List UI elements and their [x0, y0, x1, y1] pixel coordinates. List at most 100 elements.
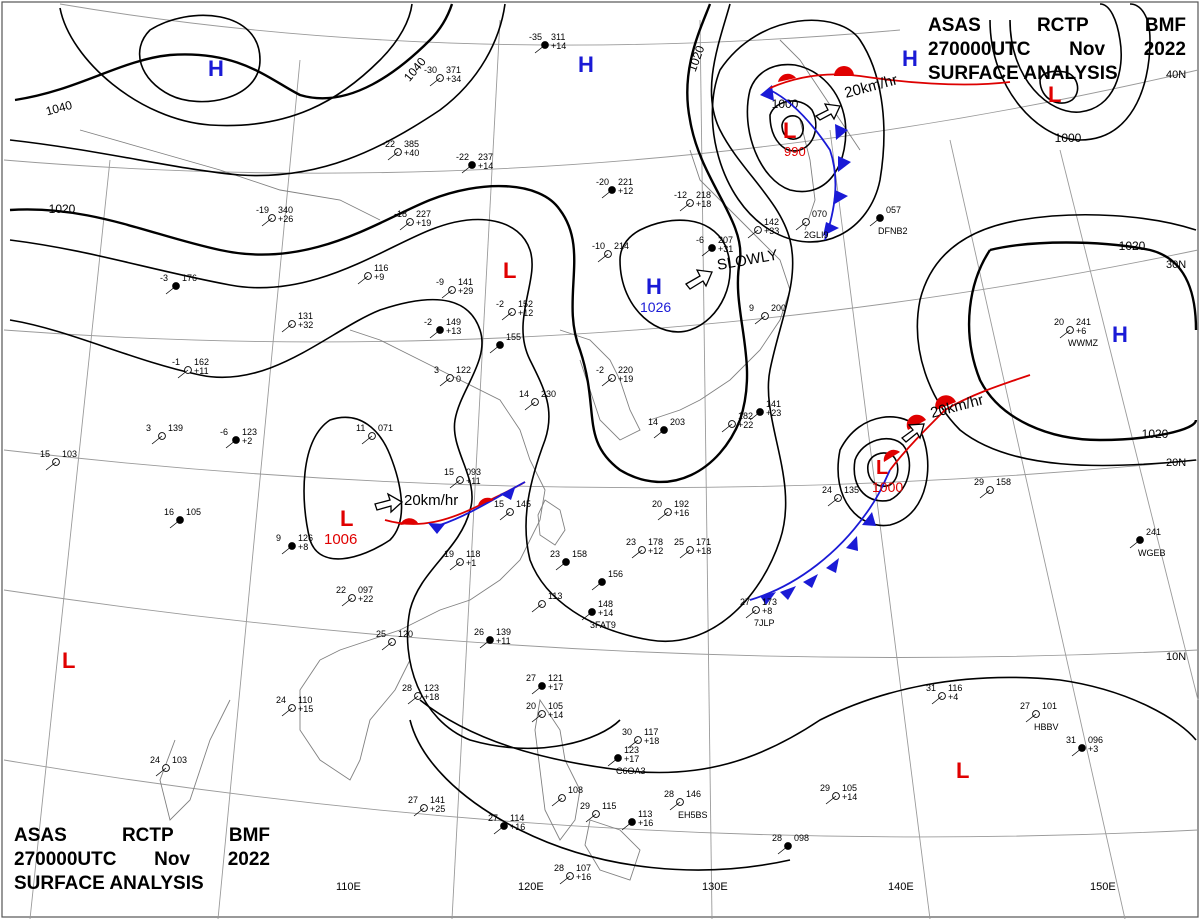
station-pressure: 113 — [638, 809, 652, 819]
station-temperature: -18 — [394, 209, 407, 219]
station-id: 7JLP — [754, 618, 775, 628]
wind-barb — [501, 311, 513, 321]
isobar-west-6 — [9, 298, 621, 750]
station-plot: -1 162+11 — [172, 357, 209, 379]
movement-arrow — [901, 423, 925, 443]
station-pressure: 110 — [298, 695, 312, 705]
warm-front-pacific — [889, 374, 1031, 471]
wind-barb — [531, 603, 543, 613]
station-plot: -12 218+18 — [674, 190, 711, 212]
station-tendency: +22 — [738, 420, 753, 430]
station-temperature: -6 — [220, 427, 228, 437]
station-plot: 31 096+3 — [1066, 735, 1103, 757]
isobar-pacific-low-inner — [867, 452, 899, 487]
station-tendency: +40 — [404, 148, 419, 158]
grid-labels: 110E 120E 130E 140E 150E 40N 30N 20N 10N — [336, 69, 1186, 893]
low-pressure-value: 990 — [784, 144, 806, 159]
station-pressure: 149 — [446, 317, 461, 327]
wind-barb — [461, 164, 473, 174]
cold-front-triangle — [838, 156, 851, 172]
station-pressure: 057 — [886, 205, 901, 215]
isobar-east-2 — [916, 213, 1197, 467]
station-temperature: 15 — [494, 499, 504, 509]
station-plot: 11 071 — [356, 423, 393, 445]
station-plot: 29 105+14 — [820, 783, 857, 805]
station-tendency: +16 — [576, 872, 591, 882]
station-pressure: 237 — [478, 152, 493, 162]
header-center: RCTP — [121, 825, 174, 846]
station-plot: -6 123+2 — [220, 427, 257, 449]
low-pressure-marker: L — [62, 648, 75, 673]
station-temperature: -22 — [382, 139, 395, 149]
station-temperature: 28 — [402, 683, 412, 693]
station-temperature: 24 — [276, 695, 286, 705]
wind-barb — [449, 479, 461, 489]
station-plot: 27 121+17 — [526, 673, 563, 695]
station-tendency: +12 — [648, 546, 663, 556]
cold-front-triangle — [835, 124, 848, 140]
station-pressure: 173 — [762, 597, 777, 607]
station-plot: 20 105+14 — [526, 701, 563, 723]
wind-barb — [979, 489, 991, 499]
station-tendency: +19 — [618, 374, 633, 384]
station-plot: -9 141+29 — [436, 277, 473, 299]
station-pressure: 146 — [686, 789, 701, 799]
station-temperature: 27 — [408, 795, 418, 805]
station-tendency: +15 — [298, 704, 313, 714]
station-temperature: -10 — [592, 241, 605, 251]
isobar-label: 1040 — [44, 98, 74, 119]
wind-barb — [825, 795, 837, 805]
wind-barb — [581, 611, 593, 621]
parallel-50n — [59, 3, 901, 46]
wind-barb — [597, 253, 609, 263]
station-plot: 23 158 — [550, 549, 587, 571]
station-plots: -35 311+14-30 371+34-22 385+40 -22 237+14-19 3… — [40, 32, 1166, 885]
station-temperature: -2 — [596, 365, 604, 375]
cold-front-triangle — [760, 85, 774, 101]
mongolia-border — [79, 129, 381, 221]
station-plot: 28 098 — [772, 833, 809, 855]
isobar-west-5 — [9, 3, 794, 643]
wind-barb — [439, 377, 451, 387]
movement-arrow — [374, 492, 404, 514]
station-pressure: 121 — [548, 673, 563, 683]
wind-barb — [551, 797, 563, 807]
station-tendency: +18 — [424, 692, 439, 702]
wind-barb — [151, 435, 163, 445]
station-pressure: 152 — [518, 299, 533, 309]
lat-label-10n: 10N — [1166, 651, 1186, 663]
wind-barb — [493, 825, 505, 835]
wind-barb — [657, 511, 669, 521]
station-plot: 26 139+11 — [474, 627, 511, 649]
taiwan-coast — [537, 499, 566, 546]
station-tendency: 0 — [456, 374, 461, 384]
station-pressure: 123 — [624, 745, 639, 755]
station-temperature: -2 — [424, 317, 432, 327]
high-pressure-marker: H — [1112, 322, 1128, 347]
station-tendency: +34 — [446, 74, 461, 84]
station-plot: 116+9 — [357, 263, 388, 285]
cold-front-triangle — [826, 558, 839, 573]
station-temperature: 24 — [150, 755, 160, 765]
low-pressure-marker: L — [1048, 82, 1061, 107]
station-temperature: 15 — [40, 449, 50, 459]
station-temperature: 19 — [444, 549, 454, 559]
station-temperature: 23 — [626, 537, 636, 547]
station-tendency: +4 — [948, 692, 958, 702]
station-pressure: 103 — [62, 449, 77, 459]
high-pressure-marker: H — [646, 274, 662, 299]
station-pressure: 141 — [766, 399, 781, 409]
wind-barb — [555, 561, 567, 571]
wind-barb — [413, 807, 425, 817]
station-temperature: -19 — [256, 205, 269, 215]
isobar-cyclone-ne-outer — [711, 19, 885, 243]
warm-front-pip — [400, 518, 418, 525]
station-plot: -30 371+34 — [424, 65, 461, 87]
station-pressure: 207 — [718, 235, 733, 245]
wind-barb — [281, 707, 293, 717]
wind-barb — [531, 685, 543, 695]
isobar-sw-low — [303, 416, 403, 560]
station-id: HBBV — [1034, 722, 1059, 732]
station-pressure: 230 — [541, 389, 556, 399]
